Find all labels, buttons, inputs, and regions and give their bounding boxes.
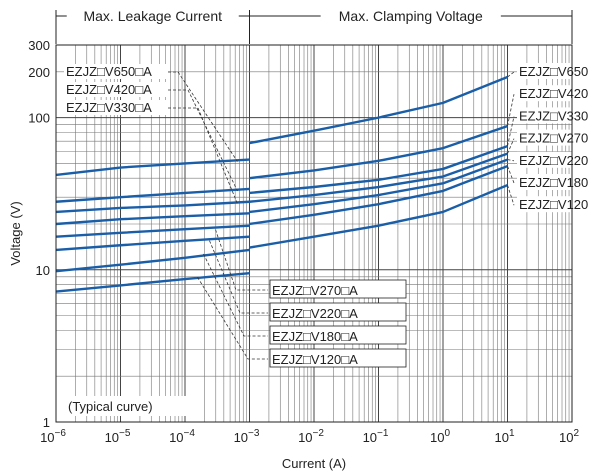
- series-label: EZJZ□V270□A: [272, 283, 358, 298]
- leader-line: [508, 160, 515, 161]
- series-label: EZJZ□V180□A: [272, 329, 358, 344]
- leader-line: [508, 166, 515, 183]
- series-label: EZJZ□V120□A: [272, 352, 358, 367]
- leakage-curve: [56, 160, 250, 175]
- x-tick-label: 10−4: [169, 428, 195, 445]
- series-label: EZJZ□V220□A: [272, 306, 358, 321]
- leakage-curve: [56, 226, 250, 237]
- y-tick-label: 100: [28, 111, 50, 126]
- leakage-curve: [56, 237, 250, 250]
- series-labels: EZJZ□V650□A EZJZ□V420□A EZJZ□V330□A EZJZ□V6…: [64, 63, 599, 416]
- x-tick-label: 100: [430, 428, 450, 445]
- leakage-curve: [56, 189, 250, 202]
- x-axis-label: Current (A): [282, 456, 346, 471]
- x-tick-label: 10−3: [234, 428, 260, 445]
- series-label: EZJZ□V420□A: [66, 82, 152, 97]
- x-tick-label: 10−1: [363, 428, 389, 445]
- typical-curve-note: (Typical curve): [68, 399, 153, 414]
- leakage-curve: [56, 250, 250, 271]
- series-label: EZJZ□V270: [519, 131, 588, 146]
- region-brackets: Max. Leakage Current Max. Clamping Voltag…: [56, 6, 572, 44]
- leader-line: [204, 254, 269, 336]
- series-label: EZJZ□V220: [519, 153, 588, 168]
- y-axis-label: Voltage (V): [8, 201, 23, 265]
- x-tick-label: 10−5: [105, 428, 131, 445]
- leader-line: [198, 277, 269, 359]
- x-tick-label: 10−2: [298, 428, 324, 445]
- leakage-curve: [56, 273, 250, 291]
- leader-line: [168, 90, 238, 191]
- leader-line: [508, 185, 515, 205]
- region-label: Max. Leakage Current: [83, 8, 222, 24]
- y-tick-label: 10: [36, 263, 50, 278]
- series-label: EZJZ□V650□A: [66, 64, 152, 79]
- x-tick-label: 102: [559, 428, 579, 445]
- series-label: EZJZ□V650: [519, 64, 588, 79]
- leakage-curve: [56, 202, 250, 212]
- y-tick-label: 300: [28, 38, 50, 53]
- series-label: EZJZ□V330: [519, 108, 588, 123]
- y-tick-label: 1: [43, 415, 50, 430]
- leakage-curve: [56, 213, 250, 224]
- series-label: EZJZ□V180: [519, 175, 588, 190]
- x-tick-label: 10−6: [40, 428, 66, 445]
- y-tick-label: 200: [28, 65, 50, 80]
- leader-line: [508, 72, 515, 77]
- x-tick-label: 101: [494, 428, 514, 445]
- series-label: EZJZ□V330□A: [66, 100, 152, 115]
- series-label: EZJZ□V420: [519, 86, 588, 101]
- leader-line: [168, 72, 238, 162]
- region-label: Max. Clamping Voltage: [339, 8, 483, 24]
- series-label: EZJZ□V120: [519, 197, 588, 212]
